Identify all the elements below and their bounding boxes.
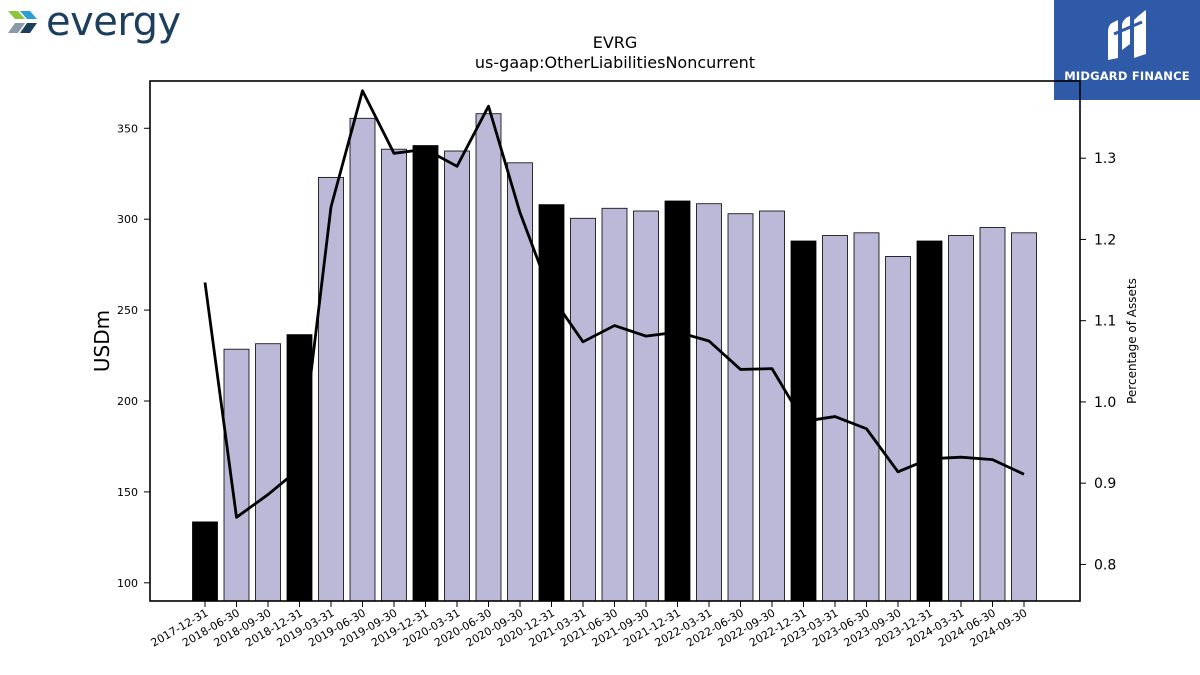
right-axis: 0.8 0.9 1.0 1.1 1.2 1.3 [1080, 151, 1116, 573]
bar [1011, 232, 1037, 602]
bar [696, 203, 722, 602]
bar [853, 232, 880, 602]
chart-title: EVRG [592, 33, 638, 52]
bar [885, 256, 911, 602]
bar [255, 343, 281, 602]
bar [538, 204, 565, 602]
bar [727, 213, 754, 602]
bar [570, 217, 596, 602]
bar [664, 200, 691, 602]
evergy-wordmark: evergy [46, 0, 181, 45]
bar [633, 210, 659, 602]
bar [979, 226, 1006, 602]
bar [349, 117, 376, 602]
x-axis: 2017-12-312018-06-302018-09-302018-12-31… [149, 601, 1030, 650]
midgard-finance-logo: MIDGARD FINANCE [1054, 0, 1200, 100]
midgard-m-icon [1108, 10, 1146, 60]
bar [318, 176, 344, 602]
left-axis: 100 150 200 250 300 350 [117, 122, 150, 590]
y2-tick-label: 0.9 [1094, 476, 1116, 492]
bar [916, 240, 943, 602]
bar [381, 148, 407, 602]
bar [601, 207, 628, 602]
y2-tick-label: 0.8 [1094, 557, 1116, 573]
y-tick-label: 350 [117, 122, 138, 135]
y-tick-label: 300 [117, 213, 138, 226]
bar [475, 113, 502, 602]
y-axis-label: USDm [90, 310, 114, 372]
line-series [203, 89, 1025, 519]
y-tick-label: 100 [117, 577, 138, 590]
series-line [203, 89, 1025, 519]
bar [444, 150, 470, 602]
bar [412, 145, 439, 602]
evergy-chevron-icon [8, 11, 37, 33]
y-tick-label: 150 [117, 486, 138, 499]
evergy-logo: evergy [6, 0, 181, 45]
y2-axis-label: Percentage of Assets [1125, 278, 1139, 404]
chart-subtitle: us-gaap:OtherLiabilitiesNoncurrent [474, 53, 756, 72]
bar [759, 210, 785, 602]
sponsor-name: MIDGARD FINANCE [1064, 69, 1190, 83]
bar [507, 162, 533, 602]
bar-series [192, 113, 1037, 602]
y-tick-label: 200 [117, 395, 138, 408]
bar [948, 235, 974, 602]
bar [223, 348, 250, 602]
bar [192, 521, 218, 602]
y2-tick-label: 1.2 [1094, 232, 1116, 248]
y-tick-label: 250 [117, 304, 138, 317]
y2-tick-label: 1.0 [1094, 395, 1116, 411]
y2-tick-label: 1.3 [1094, 151, 1116, 167]
y2-tick-label: 1.1 [1094, 314, 1116, 330]
